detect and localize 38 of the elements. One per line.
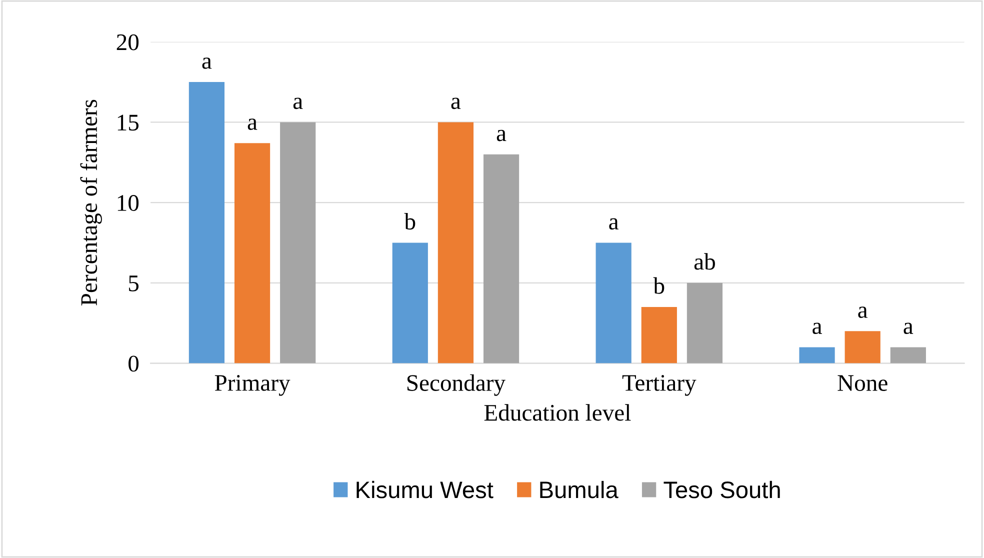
y-axis-title: Percentage of farmers [80, 100, 102, 306]
data-label: a [904, 322, 914, 334]
data-label: a [248, 118, 258, 130]
x-tick-label: Tertiary [622, 375, 696, 396]
bar [799, 347, 835, 364]
bar [686, 282, 723, 364]
bar [438, 122, 474, 364]
data-label: a [812, 322, 822, 334]
y-tick-label: 5 [129, 276, 139, 292]
data-label: a [451, 98, 461, 110]
bar [890, 347, 926, 364]
data-label: a [496, 130, 506, 142]
bar [280, 122, 316, 364]
bar [392, 242, 428, 364]
bar [188, 82, 225, 364]
y-tick-label: 15 [118, 114, 139, 131]
x-tick-label: Secondary [407, 374, 506, 396]
data-label: a [609, 218, 618, 230]
bar [844, 331, 880, 364]
bar [483, 154, 520, 364]
legend-label: Kisumu West [356, 480, 494, 498]
data-label: ab [694, 253, 715, 270]
x-tick-label: Primary [214, 375, 290, 396]
data-label: b [404, 212, 416, 230]
data-label: a [202, 58, 212, 69]
y-tick-label: 10 [118, 195, 139, 211]
legend-label: Bumula [540, 480, 618, 498]
bar [641, 307, 677, 364]
legend-label: Teso South [664, 480, 780, 498]
y-tick-label: 0 [128, 356, 139, 372]
data-label: a [293, 98, 303, 110]
data-label: a [858, 306, 868, 318]
x-axis-title: Education level [484, 404, 631, 421]
bar [596, 242, 632, 364]
bar [234, 143, 270, 364]
data-label: b [653, 277, 664, 294]
y-tick-label: 20 [116, 34, 139, 50]
x-tick-label: None [838, 375, 888, 391]
